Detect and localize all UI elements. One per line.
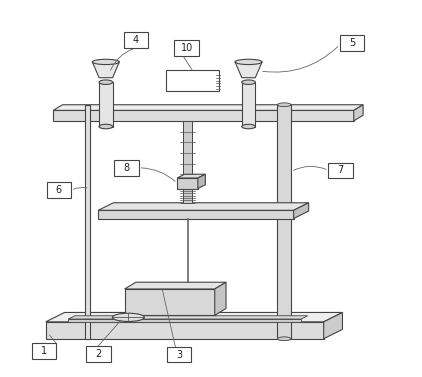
Text: 2: 2 (95, 349, 101, 359)
FancyArrowPatch shape (111, 49, 133, 70)
Bar (86, 346, 111, 362)
Polygon shape (183, 121, 192, 174)
Ellipse shape (242, 80, 255, 84)
Polygon shape (124, 289, 215, 315)
Bar (340, 35, 364, 51)
Polygon shape (215, 282, 226, 315)
Bar (124, 32, 148, 48)
Ellipse shape (99, 80, 113, 84)
Polygon shape (53, 110, 354, 121)
Text: 3: 3 (176, 349, 182, 360)
Text: 8: 8 (123, 163, 130, 173)
Bar (167, 346, 191, 362)
Polygon shape (46, 313, 343, 322)
Ellipse shape (99, 124, 113, 129)
Polygon shape (124, 282, 226, 289)
Text: 10: 10 (181, 43, 193, 53)
Polygon shape (177, 178, 198, 188)
Ellipse shape (278, 103, 291, 107)
Bar (114, 160, 139, 176)
Ellipse shape (278, 337, 291, 341)
Polygon shape (235, 62, 262, 78)
Ellipse shape (235, 59, 262, 64)
Polygon shape (278, 105, 291, 339)
Polygon shape (198, 174, 206, 188)
Text: 6: 6 (56, 185, 62, 195)
Text: 4: 4 (133, 35, 139, 45)
Polygon shape (177, 174, 206, 178)
Polygon shape (324, 313, 343, 339)
Polygon shape (46, 322, 324, 339)
Polygon shape (242, 82, 255, 127)
Polygon shape (99, 82, 113, 127)
Polygon shape (354, 105, 363, 121)
Polygon shape (98, 203, 308, 210)
Polygon shape (98, 210, 294, 219)
Polygon shape (85, 105, 90, 339)
Ellipse shape (242, 124, 255, 129)
Bar (47, 182, 71, 198)
Polygon shape (294, 203, 308, 219)
Polygon shape (68, 316, 308, 319)
Polygon shape (183, 188, 192, 203)
Text: 7: 7 (338, 166, 344, 175)
FancyArrowPatch shape (73, 187, 87, 189)
FancyArrowPatch shape (262, 47, 338, 72)
Polygon shape (53, 105, 363, 110)
Bar (328, 162, 353, 178)
Text: 5: 5 (349, 38, 355, 48)
Ellipse shape (92, 59, 119, 64)
FancyArrowPatch shape (293, 166, 326, 170)
FancyArrowPatch shape (141, 168, 175, 181)
Polygon shape (68, 319, 301, 322)
Bar (166, 70, 219, 91)
Polygon shape (92, 62, 119, 78)
Bar (32, 343, 56, 359)
Bar (174, 40, 199, 55)
Text: 1: 1 (41, 346, 47, 356)
Ellipse shape (112, 313, 144, 322)
